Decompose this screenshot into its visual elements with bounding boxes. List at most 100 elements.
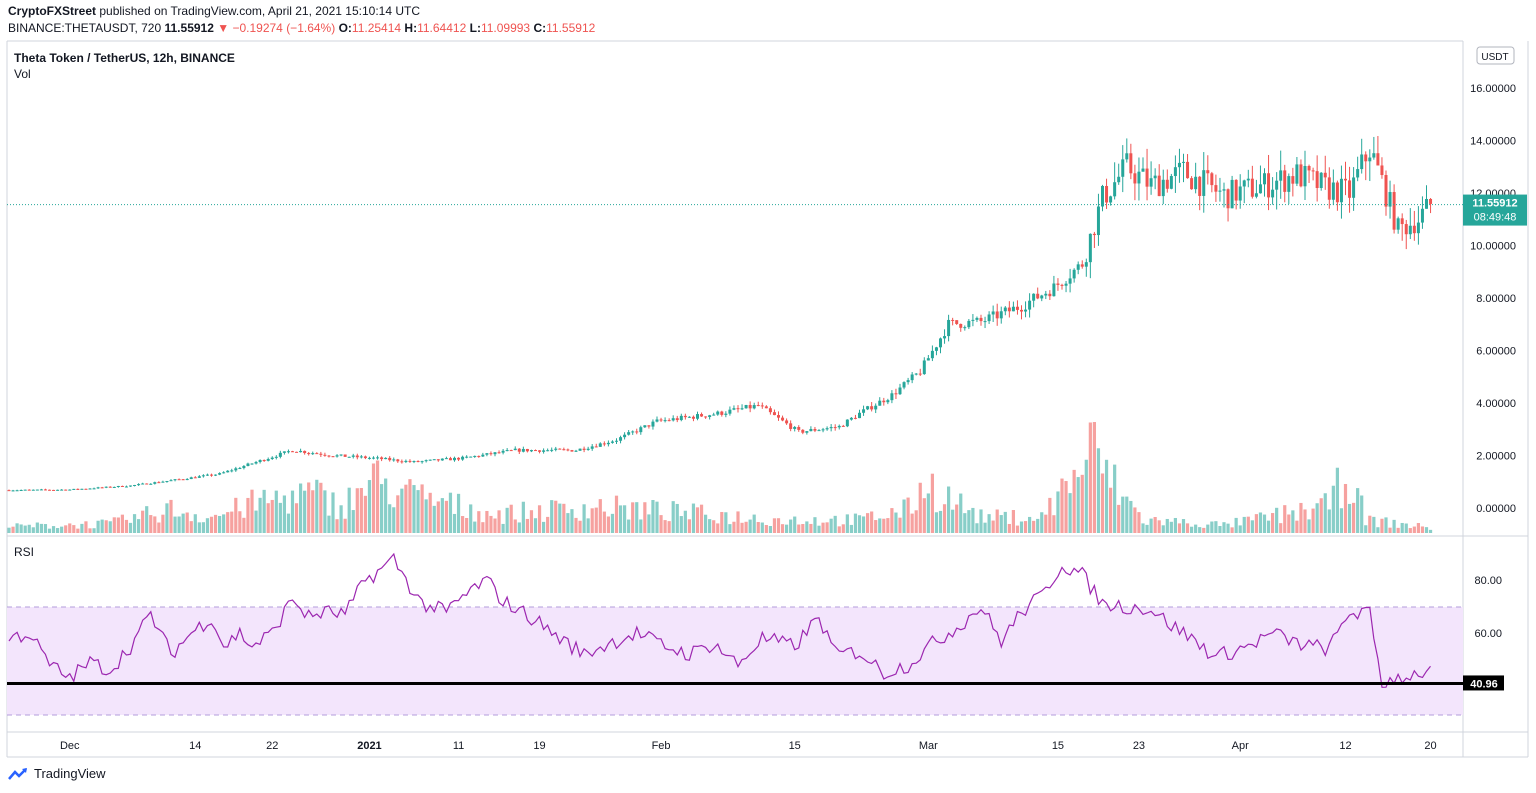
volume-bar [1315,503,1319,533]
volume-bar [1279,523,1283,533]
candle-body [606,442,610,445]
candle-body [1348,180,1352,198]
volume-bar [1161,525,1165,533]
volume-bar [456,493,461,533]
candle-body [821,429,825,431]
candle-body [882,400,886,403]
volume-bar [197,522,201,533]
candle-body [201,475,205,477]
volume-bar [440,498,444,533]
volume-bar [643,502,647,533]
volume-bar [1360,495,1364,533]
volume-bar [319,482,323,533]
volume-bar [720,511,724,533]
volume-bar [72,525,76,533]
rsi-line [8,552,1431,688]
volume-bar [667,521,671,533]
candle-body [1356,169,1360,178]
candle-body [720,411,724,415]
volume-bar [1141,523,1145,533]
candle-body [1052,283,1056,297]
candle-body [853,417,857,419]
volume-bar [537,505,542,533]
candle-body [623,434,627,438]
volume-bar [124,519,129,533]
volume-bar [1287,514,1291,533]
candle-body [104,486,108,488]
time-tick-label: Dec [60,740,80,752]
candle-body [764,406,768,409]
candle-body [1121,159,1125,177]
candle-body [999,311,1003,319]
volume-bar [1356,488,1360,533]
volume-bar [1003,511,1007,533]
candle-body [1113,182,1117,197]
candle-body [420,461,424,463]
volume-bar [967,510,971,533]
candle-body [1068,278,1072,284]
candle-body [1271,189,1275,198]
volume-bar [1283,505,1287,533]
candle-body [631,431,635,433]
candle-body [1319,172,1323,189]
candle-body [894,393,898,395]
volume-bar [173,516,177,533]
candle-body [1198,176,1202,196]
volume-bar [829,518,833,533]
candle-body [1226,189,1230,209]
volume-bar [1015,525,1020,533]
volume-bar [35,522,39,533]
volume-bar [1092,422,1096,533]
candle-body [659,419,663,421]
volume-bar [983,522,987,533]
candle-body [590,446,594,449]
volume-bar [1145,524,1149,533]
volume-bar [825,522,829,533]
volume-bar [679,516,683,533]
candle-body [619,437,623,441]
candle-body [534,450,537,452]
volume-bar [497,510,501,533]
candle-body [388,457,392,461]
candle-body [1202,170,1206,196]
volume-bars [7,422,1433,533]
candle-body [521,448,525,452]
footer-brand[interactable]: TradingView [8,766,106,781]
volume-bar [1392,519,1396,533]
candle-body [88,488,92,490]
candle-body [558,448,562,450]
volume-bar [452,513,457,533]
candle-body [412,461,416,463]
volume-bar [521,501,525,533]
volume-bar [890,508,894,533]
candle-body [862,409,866,413]
volume-bar [914,510,918,533]
candle-body [995,311,999,319]
candle-body [748,405,752,409]
candle-body [1315,171,1319,189]
candle-body [376,457,380,459]
volume-bar [505,507,509,533]
volume-bar [1109,487,1113,533]
volume-bar [1177,523,1182,533]
candle-body [1327,177,1331,200]
candle-body [1032,293,1036,301]
volume-bar [1165,518,1169,533]
volume-bar [331,492,335,533]
candle-body [732,408,736,410]
volume-bar [1347,503,1352,533]
volume-bar [687,519,691,533]
candle-body [15,490,19,492]
volume-bar [683,510,687,533]
volume-bar [27,524,31,533]
candle-body [513,448,517,451]
volume-bar [785,524,789,533]
currency-button[interactable] [1476,46,1515,65]
candle-body [700,414,704,417]
volume-bar [392,507,396,533]
candle-body [343,454,347,457]
volume-bar [918,482,922,533]
volume-bar [1311,508,1315,533]
candle-body [570,450,574,452]
